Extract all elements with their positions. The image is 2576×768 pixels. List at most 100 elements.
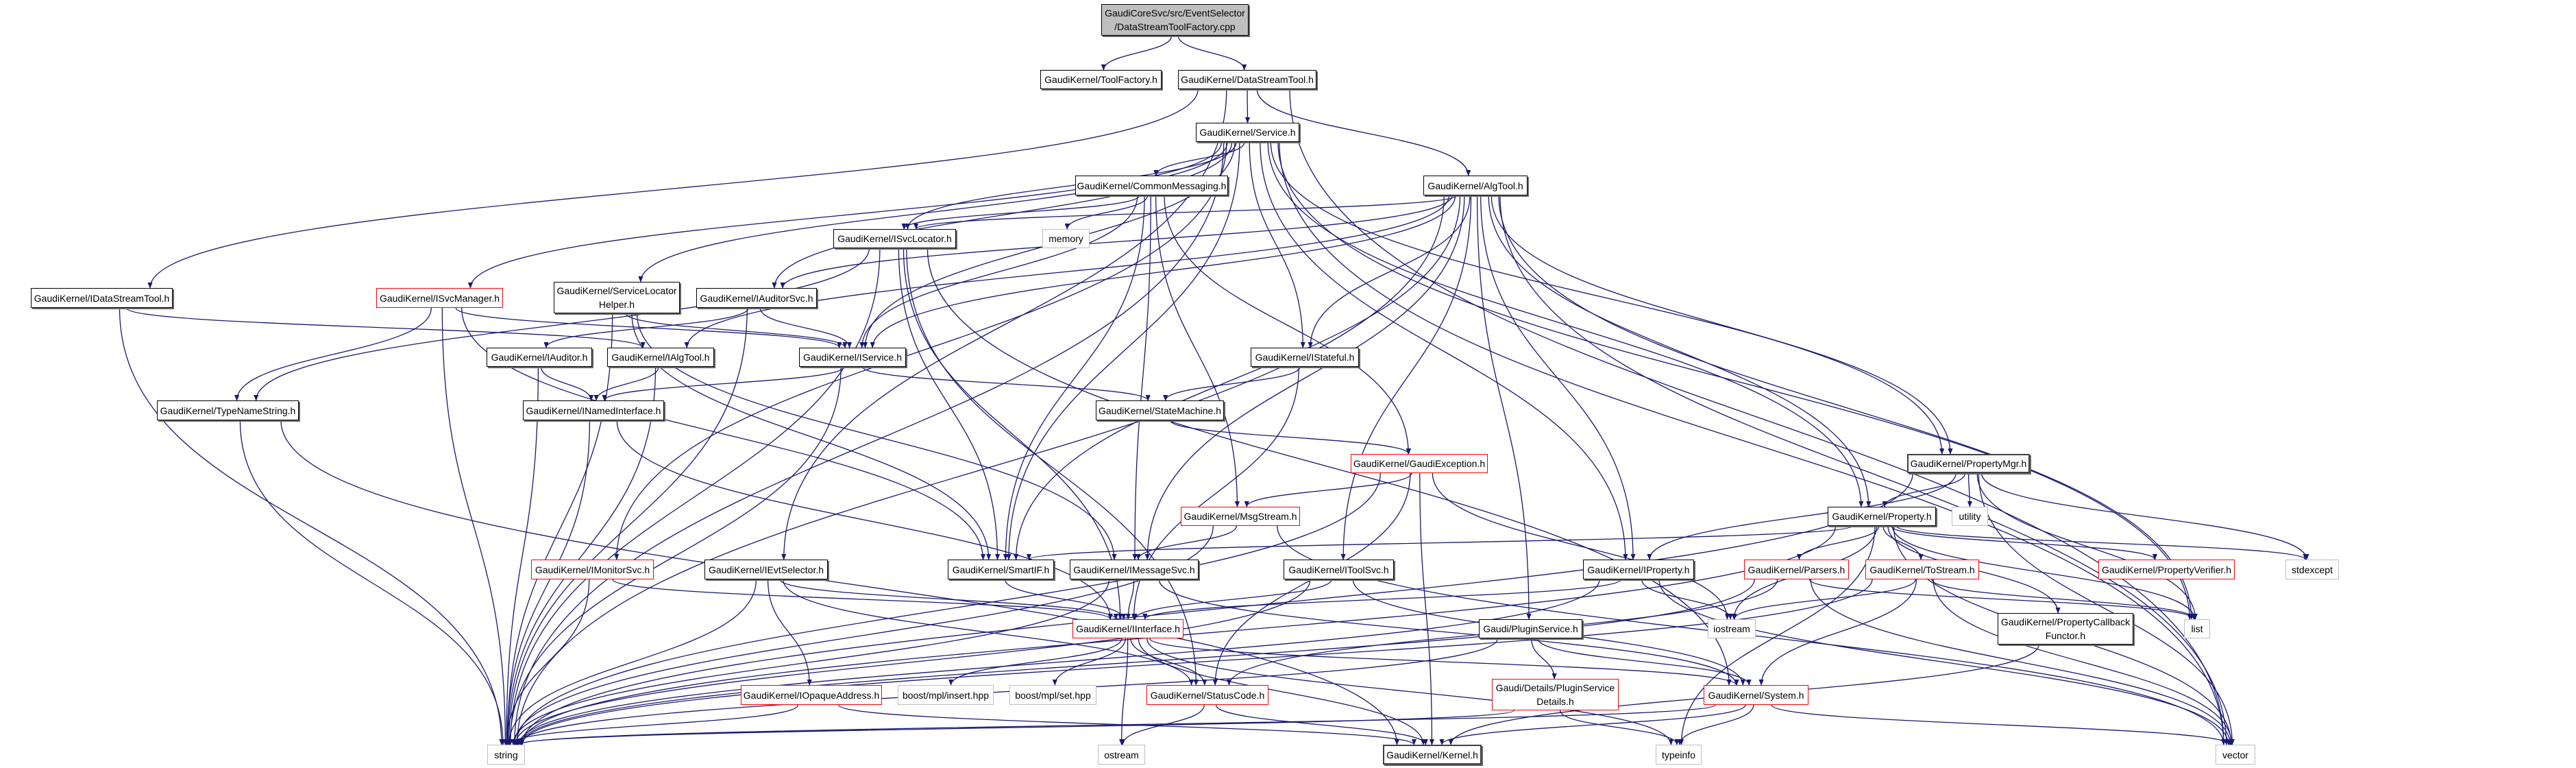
edge-iservice-to-string [507,366,842,745]
node-label: GaudiKernel/Service.h [1199,127,1296,138]
node-label: GaudiKernel/IAuditorSvc.h [700,292,813,304]
edge-propmgr-to-list [1976,472,2198,620]
edge-pluginsvc-to-details [1531,638,1557,680]
node-imessagesvc[interactable]: GaudiKernel/IMessageSvc.h [1070,560,1199,579]
node-typename[interactable]: GaudiKernel/TypeNameString.h [157,400,299,420]
edge-algtool-to-list [1498,195,2194,620]
edge-svc-to-iauditorsvc [772,141,1233,289]
node-statuscode[interactable]: GaudiKernel/StatusCode.h [1146,685,1268,705]
node-smartif[interactable]: GaudiKernel/SmartIF.h [948,560,1054,579]
node-imonitorsvc[interactable]: GaudiKernel/IMonitorSvc.h [531,560,654,579]
edge-isvcloc-to-system [927,248,1732,686]
edge-statuscode-to-ostream [1120,704,1205,745]
edge-parsers-to-vector [1810,579,2233,745]
node-label: GaudiKernel/PropertyVerifier.h [2101,564,2232,575]
node-algtool[interactable]: GaudiKernel/AlgTool.h [1423,176,1528,195]
node-ostream: ostream [1098,745,1145,765]
node-dst[interactable]: GaudiKernel/DataStreamTool.h [1178,70,1316,89]
edge-imessagesvc-to-system [1158,579,1739,686]
node-propverifier[interactable]: GaudiKernel/PropertyVerifier.h [2098,560,2235,579]
edge-gexc-to-msgstream [1244,472,1412,507]
node-statemachine[interactable]: GaudiKernel/StateMachine.h [1096,400,1224,420]
node-pluginsvc[interactable]: Gaudi/PluginService.h [1479,619,1582,638]
edge-system-to-vector [1771,704,2233,745]
edge-svc-to-slh [638,141,1228,283]
edge-tostream-to-vector [1933,579,2235,745]
node-label: GaudiKernel/ToStream.h [1869,564,1975,575]
edge-propmgr-to-vector [1978,472,2235,745]
edge-ievtsel-to-string [506,579,757,745]
edge-propmgr-to-property [1882,472,1966,507]
edge-propmgr-to-stdexcept [1980,472,2309,560]
node-details[interactable]: Gaudi/Details/PluginService Details.h [1492,679,1619,710]
node-itoolsvc[interactable]: GaudiKernel/IToolSvc.h [1284,560,1394,579]
edge-root-to-dst [1177,35,1247,71]
edge-istateful-to-statemachine [1163,366,1301,401]
node-label: GaudiKernel/ISvcManager.h [379,292,500,304]
edge-svc-to-vector [1279,141,2227,745]
node-iauditor[interactable]: GaudiKernel/IAuditor.h [487,348,592,367]
node-label: GaudiKernel/IDataStreamTool.h [34,292,170,304]
edge-algtool-to-pluginsvc [1476,195,1532,620]
edge-iinterface-to-typeinfo [1146,638,1673,745]
node-label: boost/mpl/set.hpp [1015,689,1091,701]
node-propmgr[interactable]: GaudiKernel/PropertyMgr.h [1907,454,2030,473]
node-system[interactable]: GaudiKernel/System.h [1704,685,1808,705]
edge-ialgtool-to-inamed [593,366,659,401]
edge-itoolsvc-to-string [513,579,1311,745]
node-iinterface[interactable]: GaudiKernel/IInterface.h [1072,619,1183,638]
node-istateful[interactable]: GaudiKernel/IStateful.h [1251,348,1359,367]
node-isvcloc[interactable]: GaudiKernel/ISvcLocator.h [833,229,956,248]
node-inamed[interactable]: GaudiKernel/INamedInterface.h [523,400,664,420]
edge-imessagesvc-to-iinterface [1125,579,1135,620]
edge-iservice-to-statemachine [862,366,1151,401]
edge-cm-to-memory [1064,195,1149,230]
node-label: GaudiKernel/CommonMessaging.h [1077,180,1227,191]
node-parsers[interactable]: GaudiKernel/Parsers.h [1744,560,1849,579]
edge-ievtsel-to-iinterface [779,579,1118,620]
node-tostream[interactable]: GaudiKernel/ToStream.h [1865,560,1979,579]
node-ialgtool[interactable]: GaudiKernel/IAlgTool.h [607,348,714,367]
edge-smartif-to-iinterface [1004,579,1127,620]
node-label: typeinfo [1661,749,1696,760]
node-insert: boost/mpl/insert.hpp [898,685,994,705]
node-iauditorsvc[interactable]: GaudiKernel/IAuditorSvc.h [696,288,817,308]
node-label: Gaudi/PluginService.h [1483,623,1578,634]
edge-cm-to-imessagesvc [1132,195,1151,560]
edge-imonitorsvc-to-iinterface [612,579,1113,620]
edge-iinterface-to-insert [948,638,1123,686]
node-label: GaudiKernel/TypeNameString.h [160,405,296,416]
node-propcb[interactable]: GaudiKernel/PropertyCallback Functor.h [1998,613,2133,645]
node-ievtsel[interactable]: GaudiKernel/IEvtSelector.h [704,560,828,579]
node-isvcmgr[interactable]: GaudiKernel/ISvcManager.h [376,288,503,308]
node-property[interactable]: GaudiKernel/Property.h [1828,507,1936,526]
edge-root-to-tf [1101,35,1173,71]
node-svc[interactable]: GaudiKernel/Service.h [1196,123,1299,142]
node-gexc[interactable]: GaudiKernel/GaudiException.h [1351,454,1488,473]
node-tf[interactable]: GaudiKernel/ToolFactory.h [1040,70,1162,89]
node-cm[interactable]: GaudiKernel/CommonMessaging.h [1075,176,1228,195]
node-label: GaudiKernel/IToolSvc.h [1288,564,1389,575]
node-kernel[interactable]: GaudiKernel/Kernel.h [1383,745,1482,765]
edge-imessagesvc-to-string [511,579,1109,745]
edge-algtool-to-iservice [870,195,1456,348]
node-iservice[interactable]: GaudiKernel/IService.h [799,348,906,367]
edge-svc-to-imonitorsvc [614,141,1227,560]
node-msgstream[interactable]: GaudiKernel/MsgStream.h [1181,507,1300,526]
node-idst[interactable]: GaudiKernel/IDataStreamTool.h [31,288,173,308]
node-label: GaudiCoreSvc/src/EventSelector /DataStre… [1105,8,1245,32]
node-iproperty[interactable]: GaudiKernel/IProperty.h [1583,560,1694,579]
node-label: ostream [1104,749,1139,760]
edge-svc-to-istateful [1249,141,1305,348]
edge-isvcloc-to-smartif [898,248,1001,560]
edge-propmgr-to-string [519,472,1913,745]
node-label: string [494,749,518,760]
node-label: stdexcept [2292,564,2333,575]
node-slh[interactable]: GaudiKernel/ServiceLocator Helper.h [554,282,680,313]
edge-statemachine-to-gexc [1169,420,1412,455]
edge-iproperty-to-string [516,579,1600,745]
edge-algtool-to-iproperty [1480,195,1636,560]
node-iopaque[interactable]: GaudiKernel/IOpaqueAddress.h [741,685,882,705]
node-label: GaudiKernel/ToolFactory.h [1044,74,1157,85]
